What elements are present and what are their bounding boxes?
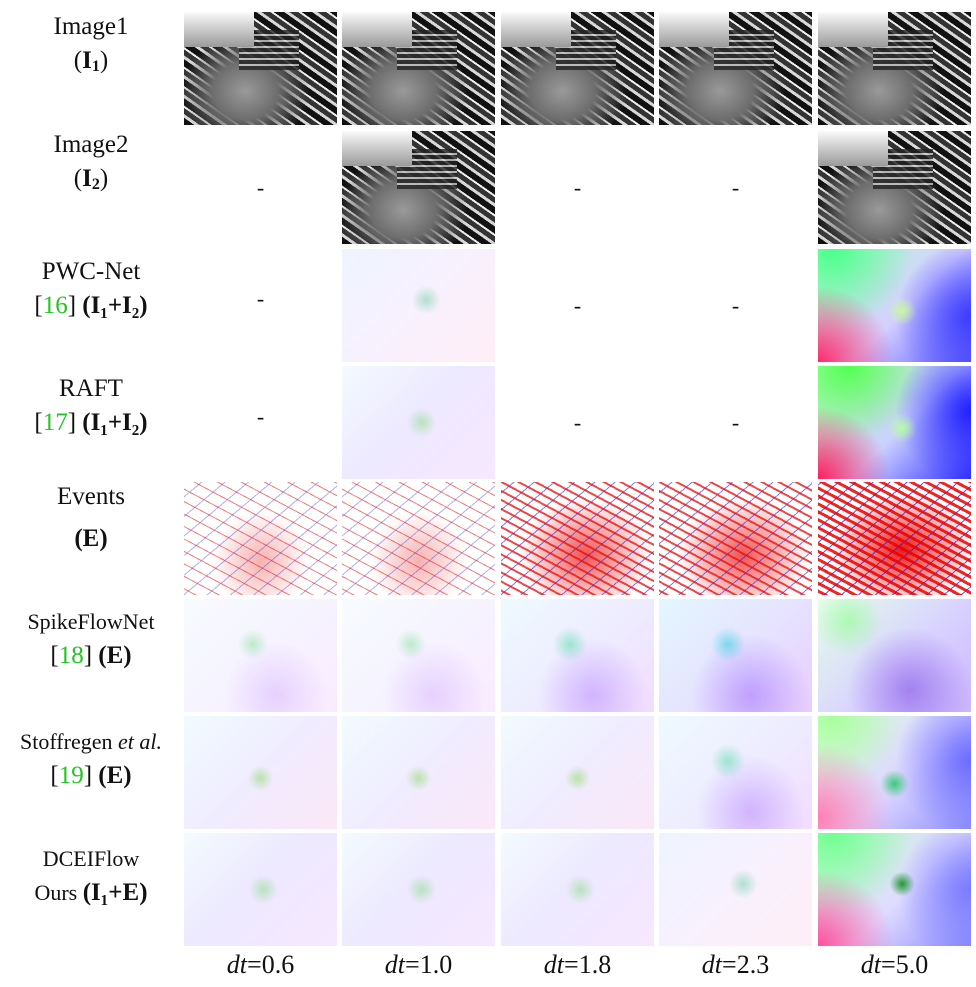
- image1-thumbnail: [659, 12, 812, 125]
- row-label-inputs: [17] (I₁+I₂): [34, 409, 148, 436]
- dceiflow-flow-map: [659, 833, 812, 946]
- dceiflow-flow-map: [501, 833, 654, 946]
- spikeflownet-flow-map: [342, 599, 495, 712]
- row-label-title: Image2: [53, 131, 129, 158]
- event-frame: [342, 482, 495, 595]
- row-label-events: Events (E): [0, 480, 182, 556]
- empty-cell-dash: -: [573, 410, 582, 435]
- row-label-inputs: [16] (I₁+I₂): [34, 292, 148, 319]
- pwcnet-flow-map: [342, 249, 495, 362]
- dceiflow-flow-map: [342, 833, 495, 946]
- raft-flow-map: [342, 366, 495, 479]
- empty-cell-dash: -: [573, 175, 582, 200]
- spikeflownet-flow-map: [659, 599, 812, 712]
- event-frame: [501, 482, 654, 595]
- row-label-inputs: (I1): [73, 47, 109, 75]
- row-label-title: Image1: [53, 13, 129, 40]
- image2-thumbnail: [342, 131, 495, 244]
- empty-cell-dash: -: [256, 286, 265, 311]
- row-label-inputs: Ours (I₁+E): [34, 879, 148, 906]
- stoffregen-flow-map: [659, 716, 812, 829]
- row-label-title: PWC-Net: [41, 258, 141, 285]
- column-caption-dt: dt=0.6: [226, 950, 295, 979]
- empty-cell-dash: -: [731, 175, 740, 200]
- row-label-image2: Image2 (I2): [0, 128, 182, 202]
- column-caption-dt: dt=1.8: [543, 950, 612, 979]
- row-label-pwcnet: PWC-Net [16] (I₁+I₂): [0, 255, 182, 323]
- stoffregen-flow-map: [818, 716, 971, 829]
- citation-link[interactable]: 19: [58, 762, 84, 789]
- row-label-title: SpikeFlowNet: [27, 609, 155, 634]
- column-caption-dt: dt=5.0: [860, 950, 929, 979]
- empty-cell-dash: -: [573, 293, 582, 318]
- row-label-title: Events: [56, 483, 126, 510]
- row-label-spikeflownet: SpikeFlowNet [18] (E): [0, 605, 182, 673]
- event-frame: [659, 482, 812, 595]
- empty-cell-dash: -: [256, 175, 265, 200]
- row-label-title: DCEIFlow: [42, 846, 140, 871]
- row-label-inputs: [19] (E): [50, 762, 132, 789]
- row-label-inputs: (E): [74, 525, 108, 552]
- image1-thumbnail: [501, 12, 654, 125]
- citation-link[interactable]: 17: [42, 409, 68, 436]
- dceiflow-flow-map: [184, 833, 337, 946]
- citation-link[interactable]: 16: [42, 292, 68, 319]
- row-label-inputs: (I2): [73, 165, 109, 193]
- stoffregen-flow-map: [342, 716, 495, 829]
- image1-thumbnail: [342, 12, 495, 125]
- empty-cell-dash: -: [256, 404, 265, 429]
- image1-thumbnail: [184, 12, 337, 125]
- event-frame: [818, 482, 971, 595]
- row-label-dceiflow: DCEIFlow Ours (I₁+E): [0, 842, 182, 910]
- stoffregen-flow-map: [184, 716, 337, 829]
- column-caption-dt: dt=2.3: [701, 950, 770, 979]
- dceiflow-flow-map: [818, 833, 971, 946]
- column-caption-dt: dt=1.0: [384, 950, 453, 979]
- image2-thumbnail: [818, 131, 971, 244]
- spikeflownet-flow-map: [501, 599, 654, 712]
- empty-cell-dash: -: [731, 293, 740, 318]
- row-label-raft: RAFT [17] (I₁+I₂): [0, 372, 182, 440]
- empty-cell-dash: -: [731, 410, 740, 435]
- pwcnet-flow-map: [818, 249, 971, 362]
- row-label-image1: Image1 (I1): [0, 10, 182, 84]
- stoffregen-flow-map: [501, 716, 654, 829]
- spikeflownet-flow-map: [184, 599, 337, 712]
- event-frame: [184, 482, 337, 595]
- spikeflownet-flow-map: [818, 599, 971, 712]
- citation-link[interactable]: 18: [58, 642, 84, 669]
- image1-thumbnail: [818, 12, 971, 125]
- row-label-stoffregen: Stoffregen et al. [19] (E): [0, 725, 182, 793]
- row-label-title: RAFT: [59, 375, 123, 402]
- row-label-inputs: [18] (E): [50, 642, 132, 669]
- raft-flow-map: [818, 366, 971, 479]
- row-label-title: Stoffregen et al.: [20, 729, 162, 754]
